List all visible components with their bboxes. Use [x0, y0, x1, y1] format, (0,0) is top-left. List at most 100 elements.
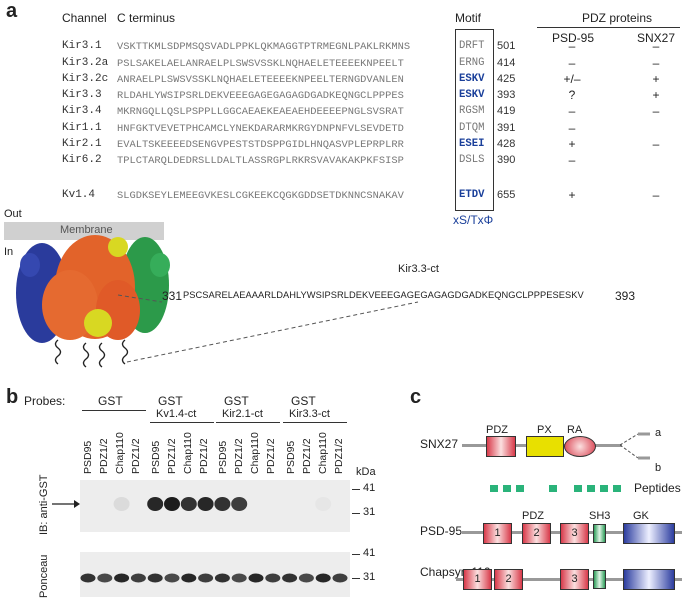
residue-number: 419 [497, 105, 516, 117]
probe-ct-name: Kir2.1-ct [222, 408, 263, 420]
ponceau-band [332, 573, 348, 583]
residue-number: 501 [497, 40, 516, 52]
residue-number: 393 [497, 89, 516, 101]
ct-end: 393 [615, 289, 636, 303]
psd95-binding: + [568, 137, 576, 151]
in-label: In [4, 246, 14, 258]
mw-tick-31-bottom [352, 578, 360, 579]
psd95-binding: – [568, 39, 576, 53]
ct-title: Kir3.3-ct [398, 263, 439, 275]
ponceau-band [298, 573, 314, 583]
c-terminal-tails [54, 339, 129, 368]
c-terminus-sequence: VSKTTKMLSDPMSQSVADLPPKLQKMAGGTPTRMEGNLPA… [117, 41, 411, 53]
blot-bands [80, 497, 348, 583]
chapsyn-sh3-domain [593, 570, 606, 589]
psd95-label: PSD-95 [420, 524, 463, 538]
motif-box [455, 29, 494, 211]
channel-name: Kir2.1 [62, 138, 102, 150]
ib-band [197, 497, 214, 511]
cterm-header: C terminus [117, 11, 176, 25]
c-terminus-sequence: SLGDKSEYLEMEEGVKESLCGKEEKCQGKGDDSETDKNNC… [117, 190, 404, 202]
c-terminus-sequence: RLDAHLYWSIPSRLDEKVEEEGAGEGAGAGDGADKEQNGC… [117, 90, 404, 102]
ib-band [315, 497, 331, 511]
motif-header: Motif [455, 11, 482, 25]
motif-residues: ERNG [459, 57, 485, 69]
chapsyn-pdz1-domain: 1 [463, 569, 492, 590]
lane-label: Chap110 [249, 432, 261, 474]
chapsyn-gk-domain [623, 569, 675, 590]
probe-ct-name: Kir3.3-ct [289, 408, 330, 420]
ib-label: IB: anti-GST [38, 474, 50, 535]
channel-name: Kv1.4 [62, 189, 96, 201]
probe-rule [82, 410, 146, 411]
channel-name: Kir1.1 [62, 122, 102, 134]
ponceau-band [114, 573, 130, 583]
probe-name: GST [224, 394, 249, 408]
peptide-block [574, 485, 582, 492]
residue-number: 428 [497, 138, 516, 150]
ponceau-label: Ponceau [38, 554, 50, 598]
residue-number: 391 [497, 122, 516, 134]
lane-label: PDZ1/2 [165, 438, 178, 474]
ponceau-band [147, 573, 163, 583]
ponceau-band [231, 573, 247, 583]
snx27-label: SNX27 [420, 437, 459, 451]
motif-residues: ESEI [459, 138, 485, 150]
snx27-ra-title: RA [567, 424, 583, 436]
snx27-binding: – [652, 56, 660, 70]
c-terminus-sequence: TPLCTARQLDEDRSLLDALTLASSRGPLRKRSVAVAKAKP… [117, 155, 404, 167]
psd95-sh3-domain [593, 524, 606, 543]
peptide-block [549, 485, 557, 492]
pdz-proteins-header: PDZ proteins [582, 11, 653, 25]
ponceau-band [80, 573, 96, 583]
channel-name: Kir3.2a [62, 57, 109, 69]
motif-residues: ETDV [459, 189, 485, 201]
membrane-label: Membrane [60, 224, 113, 236]
ib-band [164, 497, 180, 511]
branch-b-label: b [655, 462, 662, 474]
lane-label: PDZ1/2 [130, 438, 142, 474]
out-label: Out [4, 208, 22, 220]
residue-number: 390 [497, 154, 516, 166]
lane-label: PSD95 [284, 440, 297, 474]
ponceau-band [97, 573, 113, 583]
ponceau-band [181, 573, 197, 583]
channel-name: Kir3.4 [62, 105, 102, 117]
channel-name: Kir3.2c [62, 73, 109, 85]
channel-name: Kir3.3 [62, 89, 102, 101]
channel-name: Kir6.2 [62, 154, 102, 166]
ponceau-band [265, 573, 281, 583]
snx27-pdz-domain [486, 436, 516, 457]
peptide-block [503, 485, 511, 492]
ib-band [147, 497, 164, 511]
mw-41-bottom: 41 [363, 547, 376, 559]
lane-label: PDZ1/2 [300, 438, 313, 474]
lane-label: PDZ1/2 [332, 438, 345, 474]
psd95-binding: – [568, 121, 576, 135]
probe-rule [283, 422, 347, 423]
snx27-branches [620, 432, 650, 460]
probe-ct-name: Kv1.4-ct [156, 408, 197, 420]
lane-label: PSD95 [82, 440, 94, 474]
ponceau-band [315, 573, 331, 583]
snx27-binding: + [652, 88, 660, 102]
peptide-block [490, 485, 498, 492]
ponceau-band [164, 573, 180, 583]
mw-31-top: 31 [363, 506, 376, 518]
psd95-pdz2-domain: 2 [522, 523, 551, 544]
peptide-block [587, 485, 595, 492]
chapsyn-pdz2-domain: 2 [494, 569, 523, 590]
c-terminus-sequence: ANRAELPLSWSVSSKLNQHAELETEEEEKNPEELTERNGD… [117, 74, 404, 86]
probe-name: GST [291, 394, 316, 408]
mw-tick-41-bottom [352, 554, 360, 555]
residue-number: 414 [497, 57, 516, 69]
arrow-icon [52, 500, 80, 508]
c-terminus-sequence: HNFGKTVEVETPHCAMCLYNEKDARARMKRGYDNPNFVLS… [117, 123, 404, 135]
psd95-binding: – [568, 104, 576, 118]
psd95-binding: + [568, 188, 576, 202]
lane-label: PDZ1/2 [98, 438, 110, 474]
snx27-px-domain [526, 436, 564, 457]
branch-a-label: a [655, 427, 662, 439]
snx27-binding: – [652, 188, 660, 202]
psd95-sh3-title: SH3 [589, 510, 611, 522]
